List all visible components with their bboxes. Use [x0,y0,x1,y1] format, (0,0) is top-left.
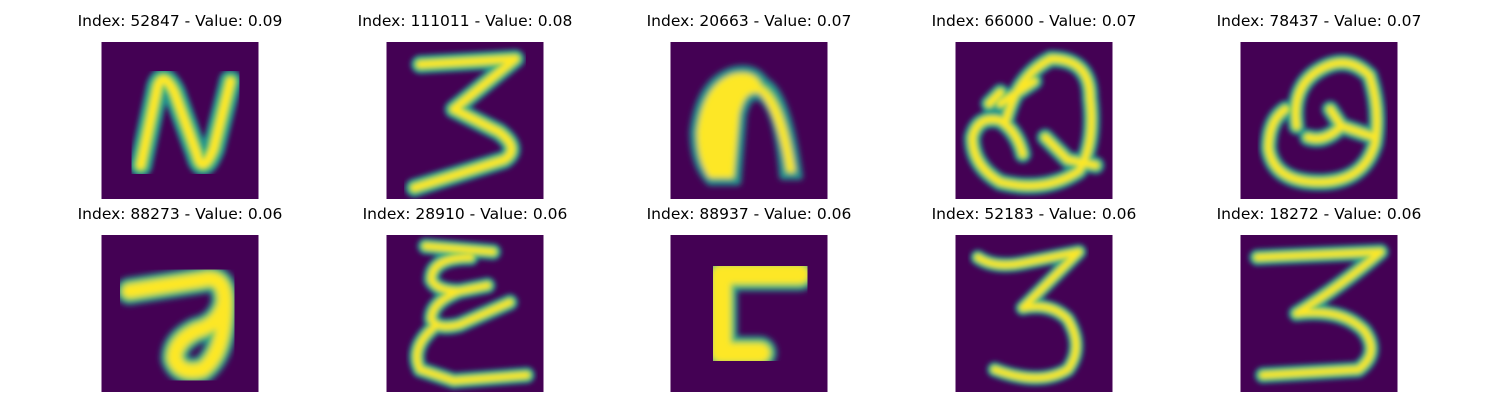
glyph-image [955,235,1113,392]
glyph-image [386,42,544,199]
panel-10: Index: 18272 - Value: 0.06 [1177,202,1461,392]
panel-title: Index: 88273 - Value: 0.06 [77,205,283,223]
panel-title: Index: 20663 - Value: 0.07 [646,12,852,30]
panel-title: Index: 78437 - Value: 0.07 [1216,12,1422,30]
panel-title: Index: 52183 - Value: 0.06 [931,205,1137,223]
panel-9: Index: 52183 - Value: 0.06 [892,202,1176,392]
panel-title: Index: 66000 - Value: 0.07 [931,12,1137,30]
panel-2: Index: 111011 - Value: 0.08 [323,9,607,199]
glyph-image [670,235,828,392]
panel-5: Index: 78437 - Value: 0.07 [1177,9,1461,199]
panel-1: Index: 52847 - Value: 0.09 [38,9,322,199]
glyph-image [955,42,1113,199]
panel-8: Index: 88937 - Value: 0.06 [607,202,891,392]
glyph-image [101,235,259,392]
glyph-image [101,42,259,199]
glyph-image [1240,235,1398,392]
panel-3: Index: 20663 - Value: 0.07 [607,9,891,199]
glyph-image [386,235,544,392]
panel-title: Index: 18272 - Value: 0.06 [1216,205,1422,223]
panel-7: Index: 28910 - Value: 0.06 [323,202,607,392]
panel-title: Index: 52847 - Value: 0.09 [77,12,283,30]
panel-4: Index: 66000 - Value: 0.07 [892,9,1176,199]
panel-title: Index: 111011 - Value: 0.08 [357,12,573,30]
glyph-image [670,42,828,199]
panel-title: Index: 88937 - Value: 0.06 [646,205,852,223]
panel-title: Index: 28910 - Value: 0.06 [362,205,568,223]
panel-6: Index: 88273 - Value: 0.06 [38,202,322,392]
glyph-image [1240,42,1398,199]
